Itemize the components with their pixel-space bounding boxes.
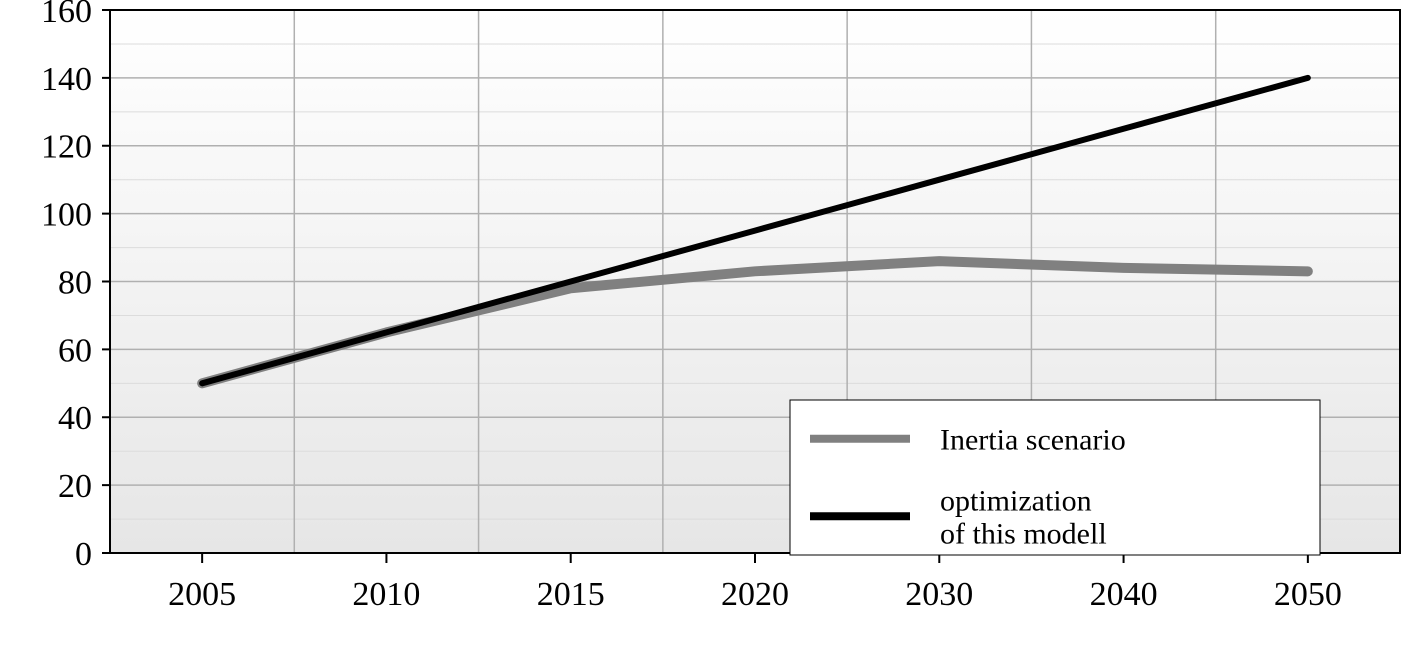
y-tick-label: 120 [41, 129, 92, 166]
legend-label-1: optimization [940, 484, 1092, 517]
legend-label-1: of this modell [940, 517, 1107, 550]
x-tick-label: 2010 [352, 576, 420, 613]
y-tick-label: 20 [58, 468, 92, 505]
x-tick-label: 2030 [905, 576, 973, 613]
x-tick-label: 2040 [1090, 576, 1158, 613]
y-tick-label: 80 [58, 264, 92, 301]
y-tick-label: 40 [58, 400, 92, 437]
x-tick-label: 2005 [168, 576, 236, 613]
chart-container: 0204060801001201401602005201020152020203… [0, 0, 1425, 653]
y-tick-label: 140 [41, 61, 92, 98]
y-tick-label: 100 [41, 197, 92, 234]
y-tick-label: 60 [58, 332, 92, 369]
y-tick-label: 0 [75, 536, 92, 573]
y-tick-label: 160 [41, 0, 92, 30]
line-chart: 0204060801001201401602005201020152020203… [0, 0, 1425, 653]
x-tick-label: 2015 [537, 576, 605, 613]
x-tick-label: 2020 [721, 576, 789, 613]
x-tick-label: 2050 [1274, 576, 1342, 613]
legend-label-0: Inertia scenario [940, 423, 1126, 456]
